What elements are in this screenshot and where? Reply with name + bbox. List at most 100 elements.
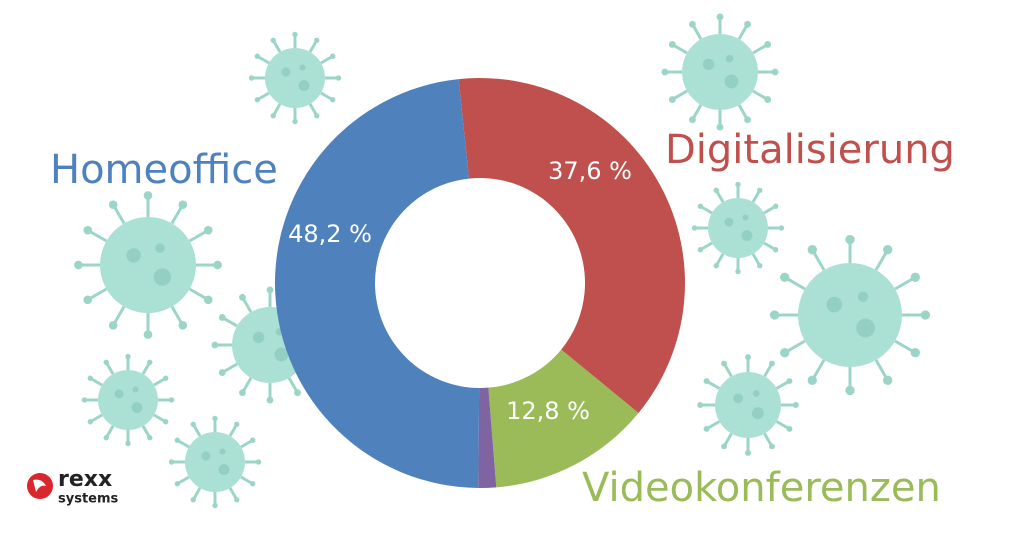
virus-spot (201, 451, 211, 461)
virus-spike-tip (174, 437, 181, 443)
virus-spike-tip (713, 262, 719, 269)
virus-spike-tip (768, 360, 775, 367)
virus-spike-tip (329, 97, 336, 103)
virus-spot (733, 393, 744, 404)
virus-spot (132, 386, 139, 393)
virus-spike (188, 230, 207, 243)
virus-spike-tip (255, 459, 262, 465)
virus-spike-tip (234, 421, 240, 428)
virus-spike (192, 424, 202, 437)
virus-spike (752, 89, 767, 100)
virus-spike (874, 251, 888, 271)
virus-spike-tip (292, 31, 298, 38)
virus-spike-tip (764, 96, 772, 103)
virus-spike-tip (162, 419, 169, 425)
virus-spot (857, 291, 869, 302)
virus-spike-tip (103, 434, 109, 441)
virus-spike (89, 230, 108, 243)
virus-spike-tip (254, 97, 261, 103)
virus-spot (114, 389, 124, 399)
virus-spike-tip (845, 385, 855, 396)
virus-spot (724, 74, 739, 89)
virus-spike-tip (108, 200, 118, 210)
virus-spike (707, 380, 721, 390)
virus-spot (274, 347, 289, 362)
donut-segment (488, 349, 639, 488)
virus-spike (153, 377, 166, 387)
virus-spike (257, 91, 270, 101)
virus-spike-tip (83, 295, 93, 305)
virus-spike-tip (178, 320, 188, 330)
virus-spot (751, 407, 764, 420)
virus-spike-tip (266, 286, 274, 294)
virus-spike-tip (168, 397, 175, 403)
virus-body (185, 432, 245, 492)
virus-spike-tip (778, 225, 785, 231)
virus-spike (874, 359, 888, 379)
virus-spike-tip (218, 314, 226, 321)
virus-spike-tip (103, 359, 109, 366)
virus-spike (320, 91, 333, 101)
virus (168, 415, 262, 509)
category-label: Digitalisierung (665, 127, 955, 173)
virus-spike-tip (689, 20, 696, 28)
virus-spike-tip (314, 112, 320, 119)
virus-spike-tip (270, 112, 276, 119)
virus-spike-tip (772, 247, 779, 253)
virus-spot (725, 54, 734, 63)
virus-spike-tip (703, 425, 710, 432)
virus-spike-tip (190, 421, 196, 428)
virus-spike-tip (744, 116, 751, 124)
virus-spike-tip (248, 75, 255, 81)
virus-spike (707, 420, 721, 430)
virus-spike-tip (147, 434, 153, 441)
virus-spike-tip (239, 389, 246, 397)
virus-spike-tip (697, 203, 704, 209)
logo-tagline: systems (58, 492, 119, 507)
virus-spike (141, 425, 151, 438)
virus-spike-tip (780, 348, 790, 358)
virus-spike-tip (329, 53, 336, 59)
virus-spike-tip (83, 225, 93, 235)
logo-name: rexx (58, 467, 112, 492)
virus-spike (723, 432, 733, 446)
value-label: 37,6 % (548, 157, 632, 185)
virus-spike-tip (174, 481, 181, 487)
virus-spike-tip (178, 200, 188, 210)
virus-spike (90, 377, 103, 387)
virus-spike-tip (771, 68, 779, 76)
virus-body (265, 48, 325, 108)
virus-spike-tip (703, 378, 710, 385)
virus-spike-tip (721, 443, 728, 450)
virus-spike-tip (697, 402, 704, 408)
virus (661, 13, 779, 131)
virus-spike-tip (691, 225, 698, 231)
virus-spike (786, 339, 806, 353)
virus-spike-tip (697, 247, 704, 253)
virus-spike (257, 55, 270, 65)
virus-spot (742, 214, 749, 221)
virus-spike-tip (668, 96, 676, 103)
virus-spike-tip (744, 20, 751, 28)
virus-spike (105, 425, 115, 438)
virus-spike-tip (786, 425, 793, 432)
virus-spike-tip (81, 397, 88, 403)
virus-spike-tip (745, 449, 751, 456)
virus-body (798, 263, 902, 367)
virus-spike (113, 305, 126, 324)
virus-spike-tip (786, 378, 793, 385)
virus-spike-tip (757, 187, 763, 194)
virus-spike-tip (203, 225, 213, 235)
virus-spike (188, 287, 207, 300)
virus-spike-tip (920, 310, 931, 320)
virus-spike-tip (910, 272, 920, 282)
virus-body (100, 217, 196, 313)
virus-spike-tip (716, 13, 724, 21)
virus-spike-tip (689, 116, 696, 124)
virus-spike (673, 44, 688, 55)
virus-spike (272, 103, 282, 116)
virus-spike (228, 487, 238, 500)
virus-spot (299, 64, 306, 71)
virus-spike-tip (211, 341, 219, 349)
virus-spike (170, 206, 183, 225)
